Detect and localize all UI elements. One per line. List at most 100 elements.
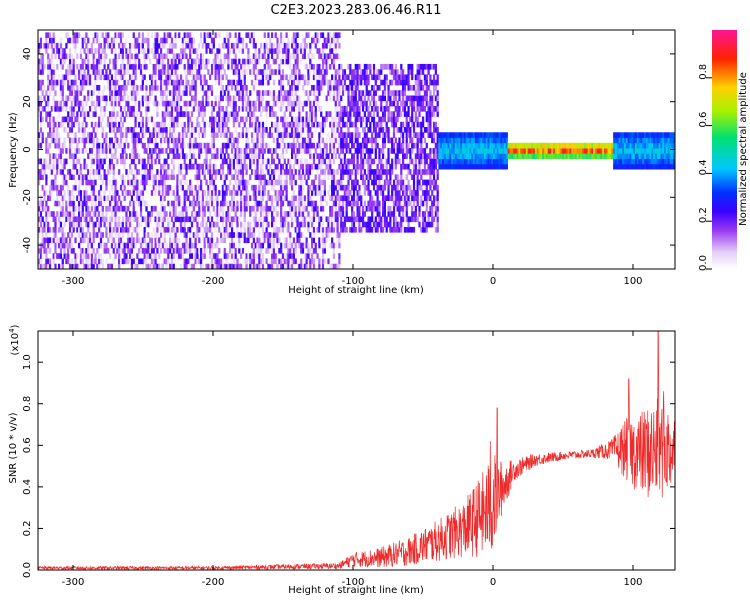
spectrogram-cell (98, 116, 101, 123)
spectrogram-cell (281, 48, 285, 54)
spectrogram-cell (207, 242, 210, 249)
spectrogram-cell (99, 74, 103, 81)
spectrogram-cell (159, 127, 163, 133)
spectrogram-cell (138, 247, 141, 254)
spectrogram-cell (236, 205, 239, 212)
spectrogram-cell (210, 137, 214, 144)
spectrogram-cell (81, 79, 84, 86)
spectrogram-cell (194, 216, 197, 223)
spectrogram-cell (278, 190, 281, 196)
spectrogram-cell (136, 153, 139, 159)
spectrogram-cell (132, 90, 135, 96)
spectrogram-cell (108, 100, 112, 107)
spectrogram-cell (83, 48, 86, 54)
spectrogram-cell (249, 121, 252, 128)
spectrogram-cell (376, 84, 379, 91)
spectrogram-cell (169, 116, 172, 123)
spectrogram-cell (123, 79, 126, 86)
spectrogram-cell (221, 158, 225, 165)
spectrogram-cell (298, 200, 301, 207)
spectrogram-cell (320, 158, 323, 165)
spectrogram-cell (39, 95, 43, 102)
spectrogram-cell (311, 111, 314, 117)
spectrogram-cell (392, 148, 396, 154)
spectrogram-cell (139, 179, 143, 186)
spectrogram-cell (67, 190, 70, 196)
spectrogram-cell (241, 100, 245, 107)
spectrogram-cell (332, 179, 336, 186)
spectrogram-cell (402, 74, 405, 81)
spectrogram-cell (296, 153, 299, 159)
spectrogram-cell (278, 169, 281, 175)
spectrogram-cell (192, 100, 195, 107)
spectrogram-cell (58, 74, 61, 81)
spectrogram-cell (167, 74, 170, 81)
spectrogram-cell (247, 232, 250, 238)
spectrogram-cell (301, 216, 305, 223)
spectrogram-cell (278, 174, 281, 181)
spectrogram-cell (147, 95, 150, 102)
spectrogram-cell (267, 63, 270, 70)
spectrogram-cell (59, 58, 63, 65)
spectrogram-cell (312, 163, 316, 170)
spectrogram-cell (352, 184, 356, 191)
spectrogram-cell (372, 169, 376, 175)
spectrogram-cell (150, 32, 154, 39)
spectrogram-cell (88, 237, 92, 244)
spectrogram-cell (167, 247, 170, 254)
spectrogram-cell (354, 106, 357, 112)
spectrogram-cell (81, 163, 84, 170)
spectrogram-cell (272, 58, 275, 65)
spectrogram-cell (203, 237, 206, 244)
spectrogram-cell (254, 221, 257, 228)
spectrogram-cell (367, 90, 370, 96)
spectrogram-cell (240, 200, 243, 207)
spectrogram-cell (118, 169, 121, 175)
spectrogram-cell (196, 74, 199, 81)
spectrogram-cell (48, 163, 52, 170)
spectrogram-cell (105, 216, 108, 223)
spectrogram-cell (227, 142, 230, 149)
spectrogram-cell (70, 190, 73, 196)
spectrogram-cell (165, 79, 168, 86)
spectrogram-cell (376, 174, 379, 181)
spectrogram-cell (170, 158, 174, 165)
spectrogram-cell (121, 153, 124, 159)
spectrogram-cell (119, 174, 123, 181)
spectrogram-cell (385, 121, 388, 128)
spectrogram-cell (270, 69, 274, 75)
spectrogram-cell (74, 184, 77, 191)
spectrogram-cell (81, 179, 84, 186)
spectrogram-cell (352, 190, 356, 196)
spectrogram-cell (38, 79, 41, 86)
spectrogram-cell (136, 84, 139, 91)
spectrogram-cell (116, 221, 119, 228)
spectrogram-cell (354, 163, 357, 170)
spectrogram-cell (59, 242, 63, 249)
spectrogram-cell (85, 200, 88, 207)
spectrogram-cell (116, 200, 119, 207)
spectrogram-cell (303, 216, 306, 223)
spectrogram-cell (138, 153, 141, 159)
spectrogram-cell (176, 95, 179, 102)
spectrogram-cell (345, 132, 348, 138)
spectrogram-cell (96, 169, 99, 175)
spectrogram-cell (283, 142, 286, 149)
spectrogram-cell (230, 190, 234, 196)
spectrogram-cell (267, 79, 270, 86)
spectrogram-cell (216, 169, 219, 175)
spectrogram-cell (369, 221, 372, 228)
spectrogram-cell (247, 179, 250, 186)
spectrogram-cell (256, 158, 259, 165)
spectrogram-cell (114, 221, 117, 228)
spectrogram-cell (305, 179, 308, 186)
spectrogram-cell (361, 174, 365, 181)
spectrogram-cell (174, 32, 177, 39)
spectrogram-cell (192, 163, 195, 170)
spectrogram-cell (123, 142, 126, 149)
spectrogram-cell (108, 216, 112, 223)
spectrogram-cell (290, 200, 294, 207)
spectrogram-cell (290, 84, 294, 91)
spectrogram-cell (121, 48, 124, 54)
spectrogram-cell (320, 169, 323, 175)
